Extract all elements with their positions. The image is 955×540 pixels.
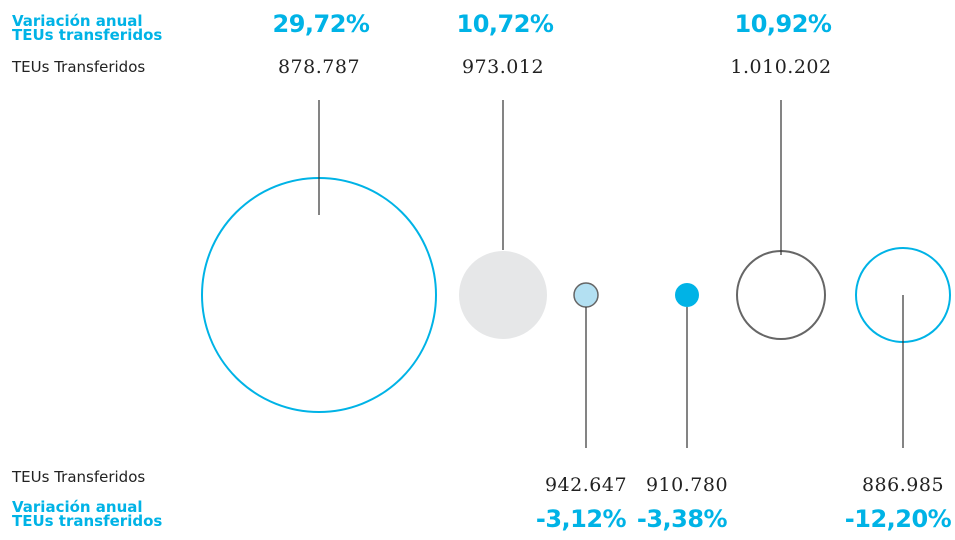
bubble-2 xyxy=(459,251,547,339)
variation-label-1: 29,72% xyxy=(272,10,370,38)
teus-value-3: 942.647 xyxy=(544,474,628,496)
teus-value-5: 1.010.202 xyxy=(730,56,832,78)
bottom-teus-label: TEUs Transferidos xyxy=(12,468,146,486)
bubble-5 xyxy=(736,250,826,340)
teus-value-4: 910.780 xyxy=(645,474,729,496)
teus-value-1: 878.787 xyxy=(277,56,361,78)
top-variation-label: Variación anual TEUs transferidos xyxy=(12,12,163,44)
bubble-3 xyxy=(573,282,599,308)
variation-label-3: -3,12% xyxy=(535,505,627,533)
teus-value-2: 973.012 xyxy=(461,56,545,78)
variation-label-2: 10,72% xyxy=(456,10,554,38)
variation-label-6: -12,20% xyxy=(844,505,952,533)
top-teus-label: TEUs Transferidos xyxy=(12,58,146,76)
variation-label-4: -3,38% xyxy=(636,505,728,533)
bubble-4 xyxy=(675,283,699,307)
teus-value-6: 886.985 xyxy=(861,474,945,496)
variation-label-5: 10,92% xyxy=(734,10,832,38)
bottom-variation-label: Variación anual TEUs transferidos xyxy=(12,498,163,530)
